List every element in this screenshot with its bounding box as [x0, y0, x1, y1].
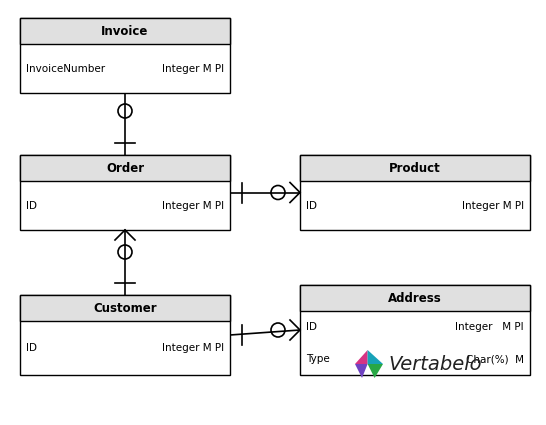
Text: Char(%)  M: Char(%) M: [466, 354, 524, 364]
Bar: [20, 18, 230, 44]
Bar: [300, 155, 530, 181]
Polygon shape: [355, 364, 367, 378]
Text: Integer M PI: Integer M PI: [162, 201, 224, 210]
Polygon shape: [355, 350, 367, 364]
Bar: [300, 285, 530, 311]
Polygon shape: [367, 350, 383, 364]
Text: Type: Type: [306, 354, 330, 364]
Text: Integer M PI: Integer M PI: [462, 201, 524, 210]
Bar: [20, 18, 230, 93]
Text: InvoiceNumber: InvoiceNumber: [26, 63, 105, 74]
Bar: [20, 295, 230, 375]
Text: ID: ID: [306, 201, 317, 210]
Text: Customer: Customer: [93, 301, 157, 314]
Text: Integer   M PI: Integer M PI: [455, 322, 524, 332]
Polygon shape: [367, 364, 383, 378]
Text: ID: ID: [306, 322, 317, 332]
Bar: [20, 155, 230, 230]
Bar: [300, 155, 530, 230]
Text: Address: Address: [388, 292, 442, 304]
Text: ID: ID: [26, 201, 37, 210]
Bar: [20, 155, 230, 181]
Text: Integer M PI: Integer M PI: [162, 343, 224, 353]
Text: Integer M PI: Integer M PI: [162, 63, 224, 74]
Text: ID: ID: [26, 343, 37, 353]
Bar: [300, 285, 530, 375]
Text: Order: Order: [106, 162, 144, 175]
Text: Product: Product: [389, 162, 441, 175]
Bar: [20, 295, 230, 321]
Text: Vertabelo: Vertabelo: [388, 354, 482, 374]
Text: Invoice: Invoice: [102, 25, 149, 37]
